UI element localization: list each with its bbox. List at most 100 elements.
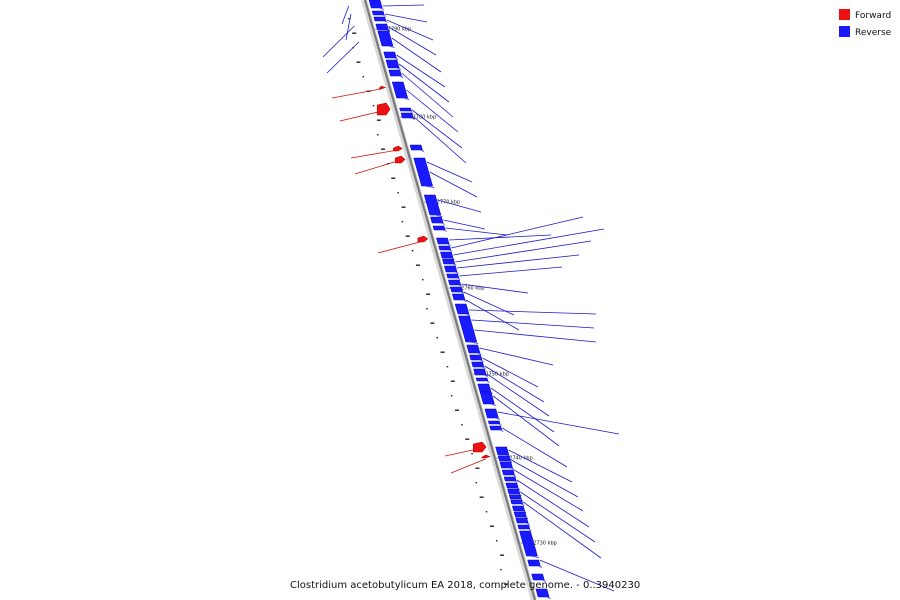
tick-label: 2780 kbp <box>413 115 437 121</box>
reverse-leader-line <box>398 63 450 103</box>
reverse-leader-line <box>448 234 552 241</box>
tick-label: 2760 kbp <box>461 286 485 292</box>
feature-dot <box>411 250 414 252</box>
reverse-leader-line <box>384 13 428 23</box>
reverse-gene-shadow <box>453 263 457 266</box>
feature-dot <box>372 105 375 107</box>
reverse-gene-shadow <box>484 374 488 377</box>
reverse-leader-line <box>486 373 550 417</box>
feature-dot <box>450 380 455 382</box>
reverse-gene <box>371 10 385 16</box>
feature-dot <box>489 525 494 527</box>
reverse-gene-shadow <box>500 429 504 432</box>
reverse-gene <box>423 194 442 216</box>
reverse-gene-shadow <box>443 229 447 232</box>
reverse-gene <box>430 216 444 224</box>
forward-gene <box>379 85 387 90</box>
reverse-gene <box>475 377 489 382</box>
feature-dot <box>426 293 431 295</box>
reverse-gene <box>487 420 501 425</box>
legend-forward-swatch <box>839 9 850 20</box>
reverse-gene <box>497 455 511 462</box>
reverse-gene-shadow <box>477 352 482 355</box>
reverse-gene <box>517 524 531 530</box>
reverse-gene-shadow <box>528 528 532 531</box>
legend-reverse-swatch <box>839 26 850 37</box>
reverse-leader-line <box>482 357 539 388</box>
reverse-leader-line <box>456 254 580 269</box>
feature-dot <box>495 540 498 542</box>
reverse-leader-line <box>429 171 478 198</box>
feature-dot <box>465 438 470 440</box>
reverse-gene <box>495 446 510 456</box>
reverse-gene-shadow <box>482 366 486 369</box>
reverse-gene-shadow <box>530 555 540 558</box>
reverse-gene <box>375 23 389 31</box>
forward-leader-line <box>350 149 398 159</box>
reverse-leader-line <box>406 89 459 133</box>
reverse-leader-line <box>492 395 560 447</box>
feature-dot <box>426 308 428 310</box>
reverse-leader-line <box>513 469 584 512</box>
feature-dot <box>376 134 379 136</box>
reverse-gene-shadow <box>512 474 517 477</box>
reverse-leader-line <box>401 72 454 118</box>
reverse-gene <box>409 144 423 151</box>
reverse-leader-line <box>508 449 573 483</box>
reverse-gene <box>436 237 450 245</box>
reverse-gene <box>508 494 522 500</box>
reverse-gene-shadow <box>379 7 384 10</box>
feature-dot <box>348 18 350 20</box>
reverse-gene <box>515 517 529 524</box>
reverse-leader-line <box>484 365 545 403</box>
reverse-gene <box>535 588 550 598</box>
reverse-leader-line <box>396 54 446 88</box>
forward-leader-line <box>450 458 486 474</box>
reverse-gene <box>513 511 527 518</box>
reverse-gene <box>501 469 515 476</box>
reverse-leader-line <box>474 329 597 343</box>
reverse-gene-shadow <box>465 313 471 316</box>
reverse-gene <box>469 354 483 361</box>
reverse-leader-line <box>520 491 596 543</box>
feature-dot <box>440 351 445 353</box>
reverse-left-leader-line <box>345 13 352 41</box>
reverse-gene-shadow <box>542 579 547 582</box>
forward-gene <box>376 102 391 116</box>
tick-label: 2750 kbp <box>485 372 509 378</box>
reverse-gene <box>400 112 414 119</box>
reverse-gene-shadow <box>447 243 451 246</box>
feature-dot <box>362 76 365 78</box>
reverse-gene-shadow <box>394 57 399 60</box>
tick-label: 2730 kbp <box>533 541 557 547</box>
reverse-gene-shadow <box>396 67 401 70</box>
reverse-gene-shadow <box>382 14 386 17</box>
reverse-gene-shadow <box>410 110 414 113</box>
feature-dot <box>479 496 484 498</box>
reverse-gene-shadow <box>435 214 443 217</box>
forward-leader-line <box>331 88 381 99</box>
reverse-gene-shadow <box>441 222 445 225</box>
reverse-gene <box>519 530 538 557</box>
reverse-gene <box>512 505 526 512</box>
reverse-leader-line <box>411 109 463 149</box>
feature-dot <box>504 583 509 585</box>
reverse-gene <box>444 265 458 273</box>
reverse-gene-shadow <box>486 380 490 383</box>
legend-forward-label: Forward <box>855 11 891 21</box>
reverse-gene <box>447 279 462 286</box>
reverse-gene <box>440 251 454 259</box>
reverse-left-leader-line <box>326 41 360 74</box>
reverse-leader-line <box>459 266 563 277</box>
reverse-leader-line <box>468 309 597 315</box>
reverse-left-leader-line <box>322 25 355 58</box>
reverse-leader-line <box>455 240 592 263</box>
reverse-gene <box>489 425 503 431</box>
reverse-leader-line <box>437 199 482 213</box>
reverse-gene-shadow <box>495 417 501 420</box>
reverse-gene <box>438 245 452 251</box>
feature-dot <box>475 467 480 469</box>
genome-caption: Clostridium acetobutylicum EA 2018, comp… <box>290 580 640 591</box>
reverse-gene <box>432 225 446 231</box>
reverse-leader-line <box>479 347 554 366</box>
